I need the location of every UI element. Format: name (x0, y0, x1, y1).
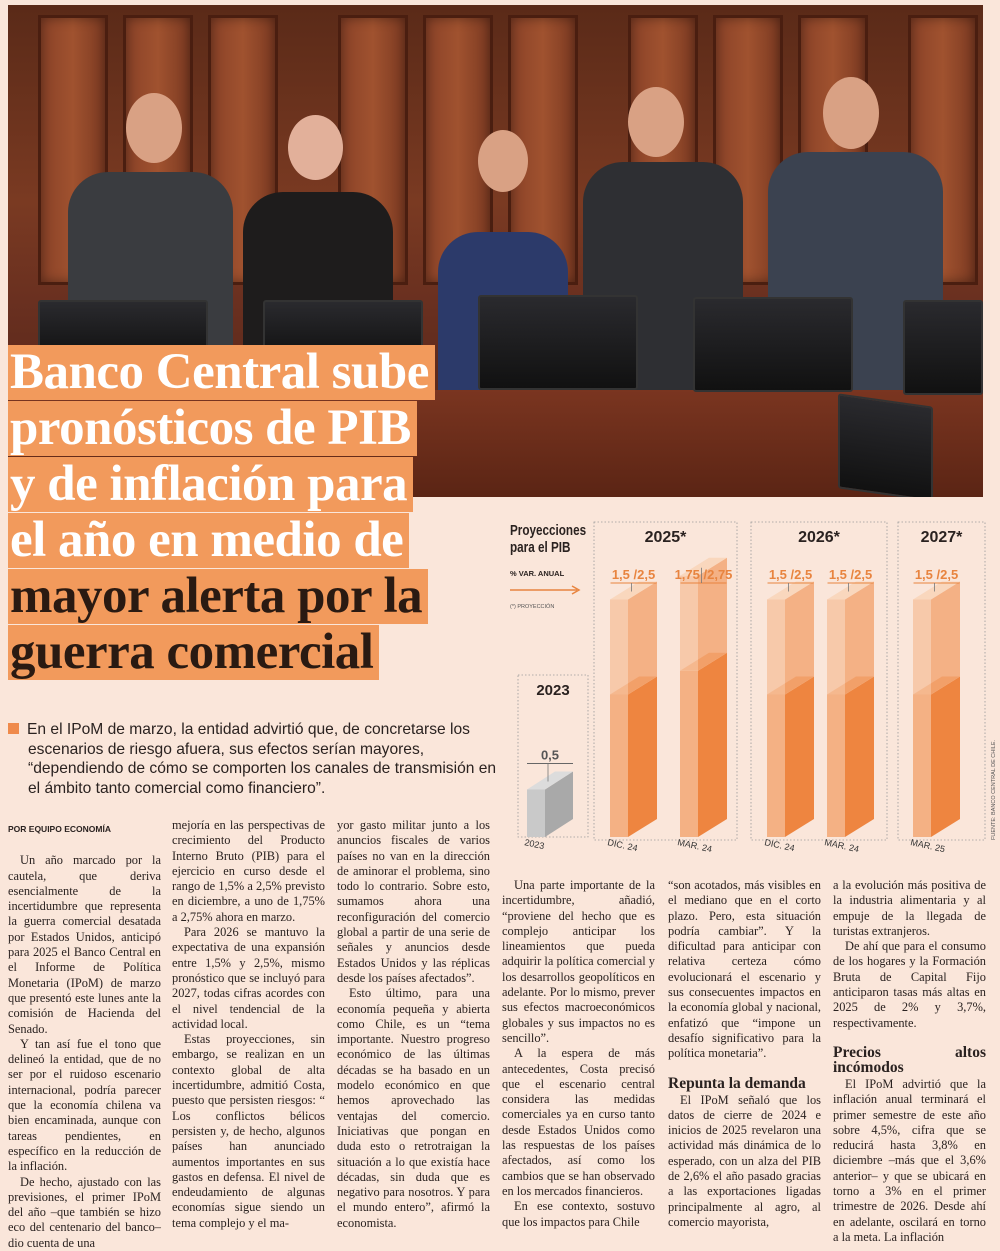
paragraph: a la evolución más positiva de la indust… (833, 878, 986, 938)
category-label: 2023 (524, 837, 546, 851)
bar-range-side (628, 581, 657, 695)
paragraph: “son acotados, más visibles en el median… (668, 878, 821, 1061)
headline-line: pronósticos de PIB (8, 401, 417, 456)
group-label: 2027* (921, 529, 964, 546)
headline-line: y de inflación para (8, 457, 414, 512)
subheading: Precios altos incómodos (833, 1043, 986, 1076)
group-frame (750, 521, 888, 841)
byline: POR EQUIPO ECONOMÍA (8, 824, 111, 834)
bar-side (785, 676, 814, 837)
category-label: DIC. 24 (764, 837, 796, 853)
group-label: 2025* (645, 529, 688, 546)
data-label: 1,75 /2,75 (675, 567, 733, 582)
chart-source: FUENTE: BANCO CENTRAL DE CHILE. (991, 739, 997, 840)
bar-side (931, 676, 960, 837)
paragraph: Para 2026 se mantuvo la expectativa de u… (172, 925, 325, 1031)
bar-range-side (698, 557, 727, 671)
bar-range-side (785, 581, 814, 695)
article-column-5: “son acotados, más visibles en el median… (668, 878, 821, 1230)
paragraph: En ese contexto, sostuvo que los impacto… (502, 1199, 655, 1229)
gdp-projection-chart: % VAR. ANUAL (*) PROYECCIÓN FUENTE: BANC… (510, 521, 997, 854)
bar-front (767, 694, 785, 837)
category-label: DIC. 24 (607, 837, 639, 853)
bar-side (845, 676, 874, 837)
bar-range-front (913, 599, 931, 695)
bar-range-top (827, 581, 874, 600)
bar-side (628, 676, 657, 837)
data-label: 1,5 /2,5 (829, 567, 872, 582)
bar-range-front (680, 575, 698, 671)
bar-range-top (610, 581, 657, 600)
bar-range-top (680, 557, 727, 576)
deck-text: En el IPoM de marzo, la entidad advirtió… (27, 721, 497, 797)
article-column-1: POR EQUIPO ECONOMÍA Un año marcado por l… (8, 822, 161, 1251)
paragraph: El IPoM señaló que los datos de cierre d… (668, 1092, 821, 1229)
paragraph: Y tan así fue el tono que delineó la ent… (8, 1036, 161, 1174)
headline: Banco Central sube pronósticos de PIB y … (8, 345, 478, 681)
headline-line: Banco Central sube (8, 345, 435, 400)
paragraph: El IPoM advirtió que la inflación anual … (833, 1076, 986, 1244)
data-label: 1,5 /2,5 (915, 567, 958, 582)
group-label: 2026* (798, 529, 841, 546)
headline-line: mayor alerta por la (8, 569, 429, 624)
bar-front (680, 670, 698, 837)
bar-range-front (827, 599, 845, 695)
data-label: 1,5 /2,5 (769, 567, 812, 582)
group-frame (897, 521, 986, 841)
article-column-4: Una parte importante de la incertidumbre… (502, 878, 655, 1230)
arrow-right-icon (571, 585, 581, 595)
bar-front (913, 694, 931, 837)
paragraph: De ahí que para el consumo de los hogare… (833, 939, 986, 1030)
article-column-2: mejoría en las perspectivas de crecimien… (172, 818, 325, 1231)
bar-front (610, 694, 628, 837)
data-label: 0,5 (541, 748, 559, 763)
article-column-6: a la evolución más positiva de la indust… (833, 878, 986, 1245)
bar-top (527, 771, 573, 790)
paragraph: De hecho, ajustado con las previsiones, … (8, 1174, 161, 1250)
bar-range-top (913, 581, 960, 600)
bar-front (527, 789, 545, 837)
bar-range-side (845, 581, 874, 695)
paragraph: Estas proyecciones, sin embargo, se real… (172, 1032, 325, 1230)
chart-title: Proyecciones para el PIB (510, 522, 587, 556)
subheading: Repunta la demanda (668, 1074, 806, 1092)
paragraph: Un año marcado por la cautela, que deriv… (8, 853, 161, 1036)
paragraph: Una parte importante de la incertidumbre… (502, 878, 655, 1045)
bar-side (698, 652, 727, 837)
chart-subtitle: % VAR. ANUAL (510, 569, 565, 578)
group-frame (517, 674, 589, 838)
bar-range-front (767, 599, 785, 695)
data-label: 1,5 /2,5 (612, 567, 655, 582)
group-label: 2023 (536, 682, 569, 699)
bar-range-top (767, 581, 814, 600)
paragraph: yor gasto militar junto a los anuncios f… (337, 818, 490, 985)
group-frame (593, 521, 738, 841)
deck: En el IPoM de marzo, la entidad advirtió… (8, 720, 498, 798)
bar-range-front (610, 599, 628, 695)
bar-range-side (931, 581, 960, 695)
paragraph: A la espera de más antecedentes, Costa p… (502, 1046, 655, 1198)
headline-line: guerra comercial (8, 625, 380, 680)
headline-line: el año en medio de (8, 513, 410, 568)
category-label: MAR. 25 (910, 837, 946, 854)
paragraph: mejoría en las perspectivas de crecimien… (172, 818, 325, 924)
bar-side (545, 771, 573, 837)
bullet-square-icon (8, 723, 19, 734)
bar-front (827, 694, 845, 837)
chart-note: (*) PROYECCIÓN (510, 603, 554, 610)
paragraph: Esto último, para una economía pequeña y… (337, 986, 490, 1230)
article-column-3: yor gasto militar junto a los anuncios f… (337, 818, 490, 1231)
